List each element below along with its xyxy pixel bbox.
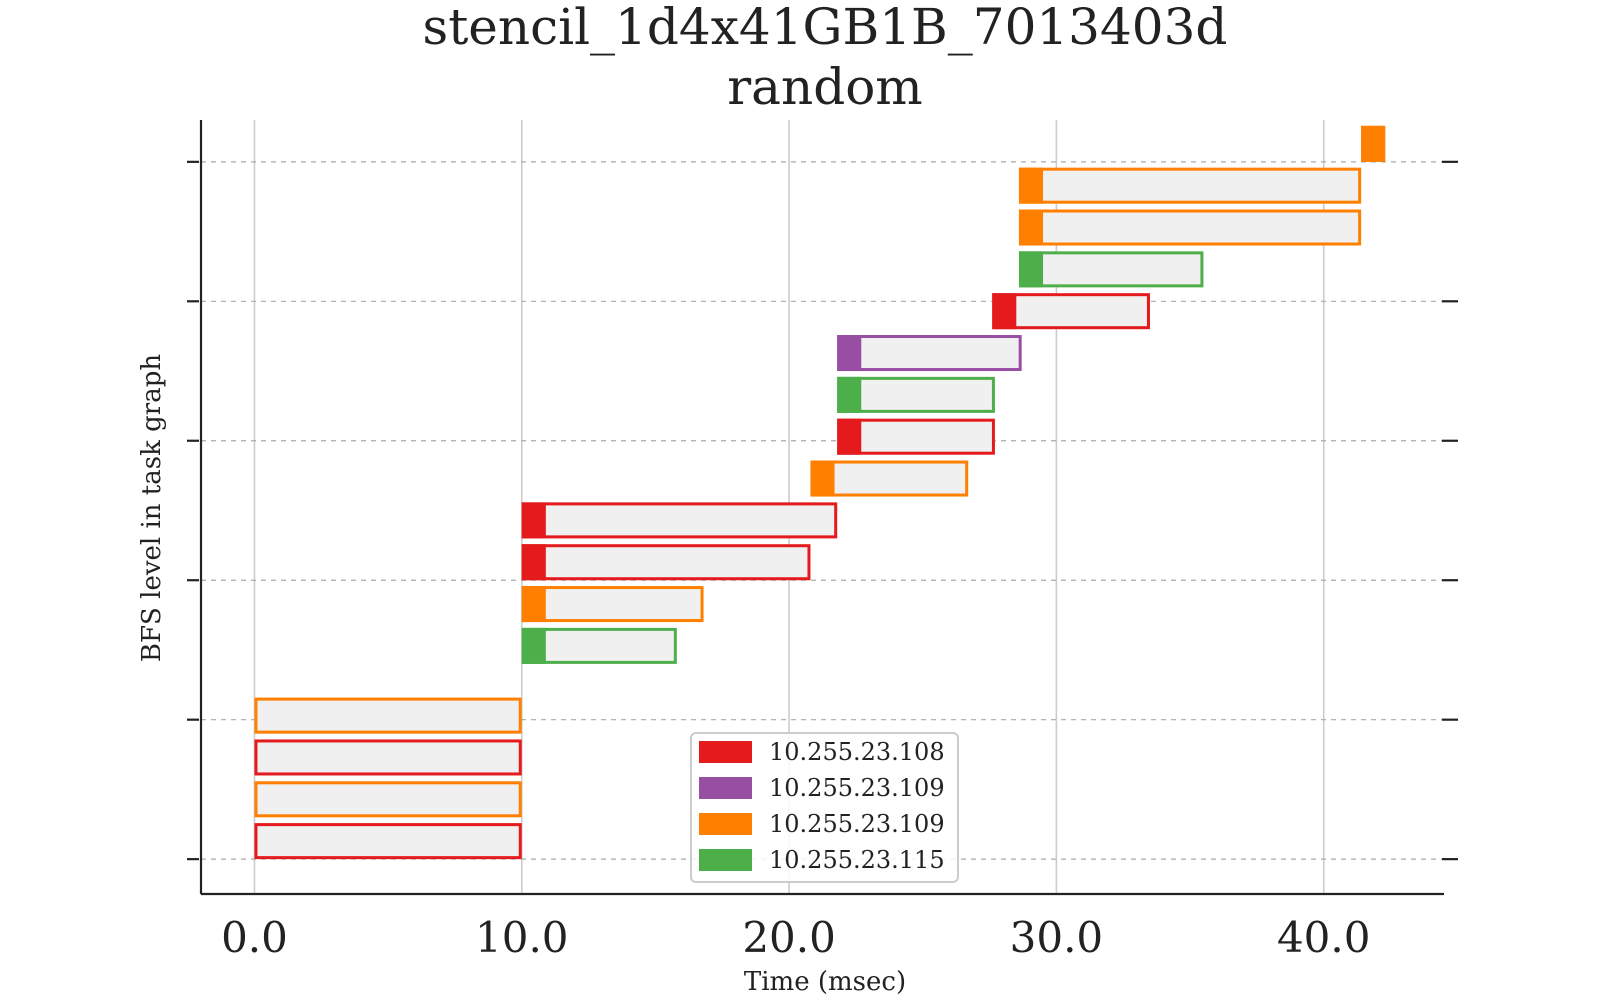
task-bar-body — [837, 418, 995, 455]
legend-swatch — [699, 849, 752, 871]
task-bar — [254, 697, 522, 734]
task-bar — [521, 586, 704, 623]
task-bars — [254, 125, 1386, 860]
legend-frame — [690, 732, 959, 883]
legend-label: 10.255.23.109 — [769, 774, 945, 802]
y-axis-label: BFS level in task graph — [137, 354, 167, 662]
task-bar-body — [521, 586, 704, 623]
task-bar-body — [254, 823, 522, 860]
legend-item: 10.255.23.108 — [699, 738, 945, 766]
task-bar — [1018, 209, 1362, 246]
legend-item: 10.255.23.109 — [699, 774, 945, 802]
task-bar-outline — [521, 586, 704, 623]
task-bar-body — [1018, 167, 1362, 204]
task-bar-lead — [810, 460, 835, 497]
x-tick-label: 10.0 — [475, 913, 569, 962]
task-bar-outline — [521, 627, 677, 664]
task-bar-outline — [254, 739, 522, 776]
task-bar-lead — [837, 418, 862, 455]
task-bar-lead — [837, 376, 862, 413]
task-bar-body — [992, 293, 1150, 330]
task-bar — [521, 502, 838, 539]
task-bar-lead — [1018, 167, 1044, 204]
legend-item: 10.255.23.115 — [699, 846, 945, 874]
task-bar — [254, 823, 522, 860]
axes — [187, 120, 1458, 896]
task-bar — [837, 335, 1022, 372]
task-bar-body — [837, 376, 995, 413]
task-bar-lead — [521, 586, 546, 623]
task-bar-body — [810, 460, 969, 497]
legend-item: 10.255.23.109 — [699, 810, 945, 838]
x-axis-label: Time (msec) — [744, 967, 906, 997]
x-tick-label: 40.0 — [1277, 913, 1371, 962]
task-bar — [1018, 251, 1204, 288]
task-bar — [254, 781, 522, 818]
task-bar-outline — [810, 460, 969, 497]
x-tick-labels: 0.0 10.0 20.0 30.0 40.0 — [221, 913, 1370, 962]
task-bar-body — [1018, 251, 1204, 288]
legend-swatch — [699, 813, 752, 835]
task-bar-outline — [254, 781, 522, 818]
chart-subtitle: random — [727, 58, 922, 116]
task-bar-outline — [1018, 251, 1204, 288]
task-bar-outline — [837, 418, 995, 455]
task-bar-lead — [837, 335, 862, 372]
task-bar-outline — [254, 823, 522, 860]
task-bar — [521, 627, 677, 664]
task-bar — [810, 460, 969, 497]
task-bar — [837, 418, 995, 455]
task-bar-lead — [521, 544, 546, 581]
legend-swatch — [699, 741, 752, 763]
chart-title: stencil_1d4x41GB1B_7013403d — [423, 0, 1228, 56]
task-bar — [1018, 167, 1362, 204]
task-bar-lead — [521, 502, 546, 539]
task-bar-body — [521, 502, 838, 539]
task-bar-lead — [521, 627, 546, 664]
task-bar-body — [1018, 209, 1362, 246]
task-bar-body — [521, 627, 677, 664]
task-bar-lead — [1018, 209, 1044, 246]
legend-label: 10.255.23.108 — [769, 738, 945, 766]
task-bar-outline — [254, 697, 522, 734]
task-bar-outline — [1361, 125, 1386, 162]
task-bar-outline — [1018, 209, 1362, 246]
task-bar-outline — [521, 544, 811, 581]
task-bar-body — [521, 544, 811, 581]
task-bar-outline — [837, 376, 995, 413]
task-bar-outline — [1018, 167, 1362, 204]
x-tick-label: 0.0 — [221, 913, 288, 962]
task-bar-body — [254, 739, 522, 776]
task-bar-outline — [992, 293, 1150, 330]
task-bar-outline — [837, 335, 1022, 372]
task-bar-lead — [1361, 125, 1386, 162]
x-tick-label: 20.0 — [742, 913, 836, 962]
task-bar-lead — [992, 293, 1017, 330]
legend-swatch — [699, 777, 752, 799]
task-bar-outline — [521, 502, 838, 539]
task-bar — [1361, 125, 1386, 162]
task-bar — [254, 739, 522, 776]
legend-label: 10.255.23.109 — [769, 810, 945, 838]
legend-label: 10.255.23.115 — [769, 846, 945, 874]
legend: 10.255.23.108 10.255.23.109 10.255.23.109 1… — [690, 732, 959, 883]
task-bar-lead — [1018, 251, 1044, 288]
task-bar-body — [837, 335, 1022, 372]
task-bar — [837, 376, 995, 413]
task-bar — [521, 544, 811, 581]
x-tick-label: 30.0 — [1010, 913, 1104, 962]
task-bar-body — [254, 697, 522, 734]
task-bar — [992, 293, 1150, 330]
task-bar-body — [254, 781, 522, 818]
